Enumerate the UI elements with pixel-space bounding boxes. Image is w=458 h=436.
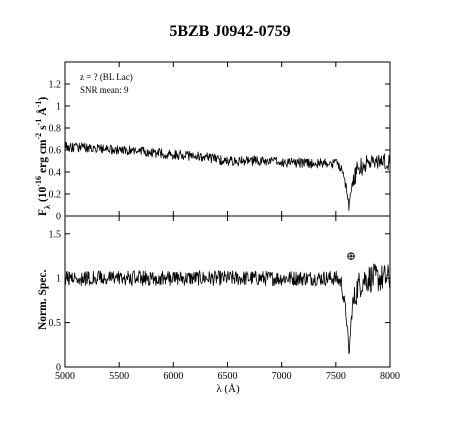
flux-spectrum-line [64, 141, 391, 211]
y-tick-label: 0.4 [49, 168, 62, 179]
x-tick-label: 6500 [218, 371, 238, 382]
x-tick-label: 7500 [326, 371, 346, 382]
y-tick-label: 0.6 [49, 146, 62, 157]
y-tick-label: 1 [56, 274, 61, 285]
y-tick-label: 0.5 [49, 318, 62, 329]
ylab-erg: erg cm [37, 139, 49, 173]
ylab-angstrom: Å [35, 107, 49, 116]
ylab-units: (10 [37, 186, 49, 202]
y-tick-label: 1.5 [49, 229, 62, 240]
y-tick-label: 0 [56, 363, 61, 374]
redshift-annotation: z = ? (BL Lac) [80, 72, 133, 82]
telluric-symbol: ⊕ [346, 249, 356, 263]
x-tick-label: 5500 [109, 371, 129, 382]
normalized-panel-frame [64, 215, 391, 368]
normalized-panel: Norm. Spec. λ (Å) ⊕ 0 0.5 1 1.5 5000 5500 6000… [37, 215, 400, 395]
x-axis-label: λ (Å) [216, 383, 240, 395]
ylab-s: s [37, 125, 49, 130]
x-tick-label: 6000 [163, 371, 183, 382]
y-tick-label: 0.8 [49, 124, 62, 135]
ylab-exp-4: -1 [34, 101, 43, 108]
ylab-exp-1: -16 [34, 176, 43, 187]
y-tick-label: 1.2 [49, 80, 62, 91]
x-tick-label: 7000 [272, 371, 292, 382]
x-tick-label: 5000 [55, 371, 75, 382]
x-tick-label: 8000 [380, 371, 400, 382]
flux-y-axis-label: Fλ(10-16erg cm-2s-1Å-1) [34, 97, 52, 216]
flux-panel: z = ? (BL Lac) SNR mean: 9 Fλ (10-16 erg c… [34, 61, 391, 223]
y-tick-label: 0 [56, 212, 61, 223]
y-tick-label: 1 [56, 102, 61, 113]
y-tick-label: 0.2 [49, 190, 62, 201]
ylab-close: ) [37, 97, 49, 101]
norm-y-axis-label: Norm. Spec. [37, 270, 49, 330]
ylab-f: F [37, 209, 49, 216]
ylab-exp-2: -2 [34, 133, 43, 140]
chart-title: 5BZB J0942-0759 [169, 23, 290, 40]
ylab-lambda-sub: λ [43, 205, 52, 209]
ylab-exp-3: -1 [34, 119, 43, 126]
snr-annotation: SNR mean: 9 [80, 85, 129, 95]
normalized-spectrum-line [64, 263, 391, 355]
